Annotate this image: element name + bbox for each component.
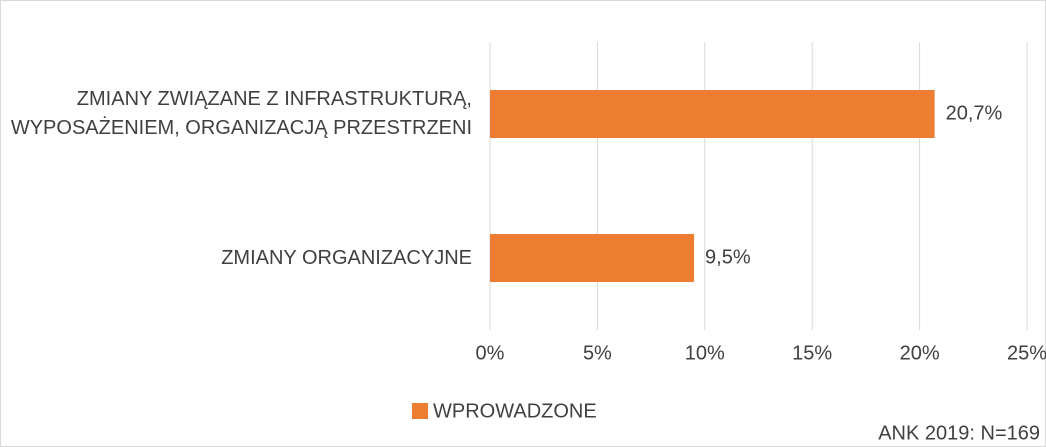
x-tick-label: 15% bbox=[792, 342, 832, 364]
bar bbox=[490, 234, 695, 282]
x-tick-label: 5% bbox=[583, 342, 612, 364]
data-label: 9,5% bbox=[705, 246, 751, 268]
x-tick-label: 0% bbox=[476, 342, 505, 364]
y-tick-label: ZMIANY ORGANIZACYJNE bbox=[221, 246, 472, 269]
x-tick-label: 20% bbox=[900, 342, 940, 364]
legend-swatch bbox=[412, 403, 428, 419]
data-label: 20,7% bbox=[946, 102, 1003, 124]
legend-label: WPROWADZONE bbox=[433, 400, 597, 422]
bar bbox=[490, 90, 935, 138]
x-tick-label: 25% bbox=[1007, 342, 1046, 364]
category-label-box: ZMIANY ORGANIZACYJNE bbox=[221, 246, 472, 269]
x-tick-label: 10% bbox=[685, 342, 725, 364]
y-tick-label: ZMIANY ZWIĄZANE Z INFRASTRUKTURĄ, WYPOSA… bbox=[10, 88, 472, 139]
annotation: ANK 2019: N=169 bbox=[878, 422, 1040, 444]
category-label-box: ZMIANY ZWIĄZANE Z INFRASTRUKTURĄ, WYPOSA… bbox=[10, 88, 472, 139]
